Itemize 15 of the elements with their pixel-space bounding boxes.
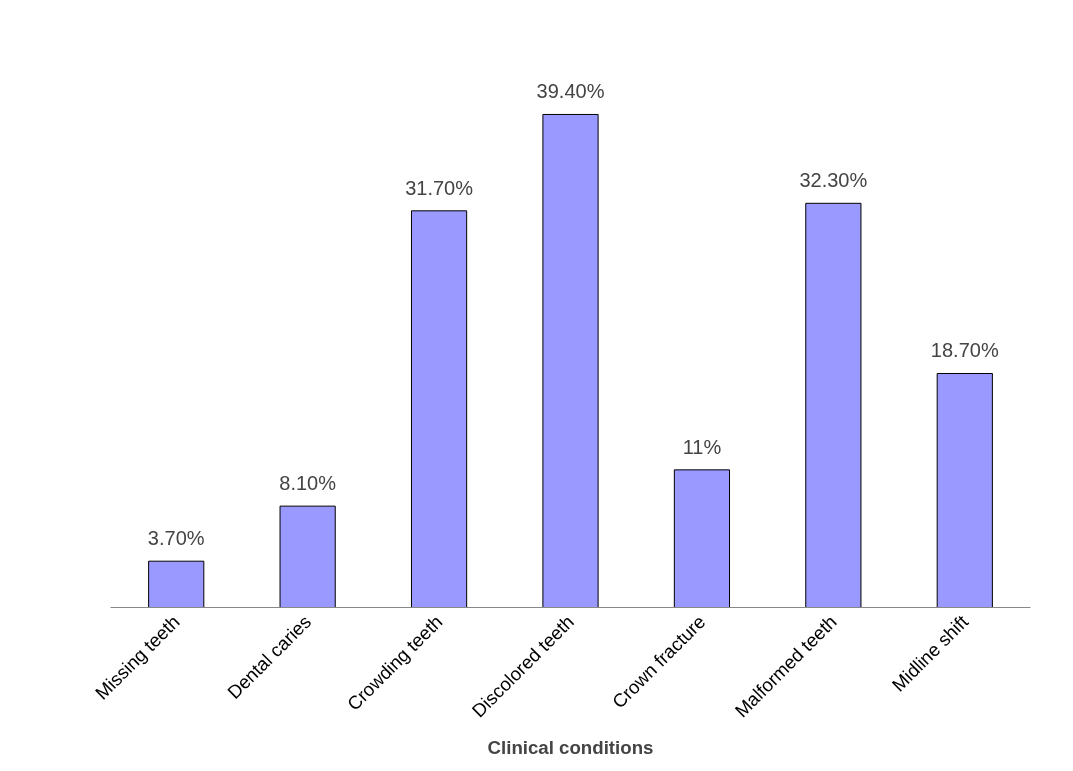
data-label: 39.40% bbox=[536, 80, 605, 103]
bar bbox=[279, 505, 336, 608]
bar bbox=[148, 560, 205, 608]
bar bbox=[410, 210, 468, 608]
bar bbox=[542, 113, 599, 608]
bar bbox=[805, 202, 862, 608]
data-label: 18.70% bbox=[930, 339, 999, 362]
bar bbox=[936, 372, 993, 608]
x-axis-title: Clinical conditions bbox=[487, 736, 654, 758]
data-label: 8.10% bbox=[279, 472, 337, 495]
data-label: 32.30% bbox=[799, 169, 868, 192]
data-label: 3.70% bbox=[147, 527, 205, 550]
data-label: 11% bbox=[682, 435, 722, 458]
bar bbox=[673, 469, 731, 608]
data-label: 31.70% bbox=[405, 176, 474, 199]
